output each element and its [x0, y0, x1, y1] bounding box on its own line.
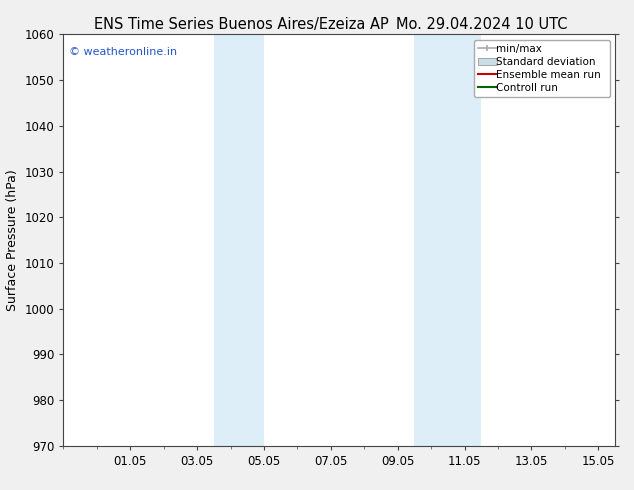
Legend: min/max, Standard deviation, Ensemble mean run, Controll run: min/max, Standard deviation, Ensemble me…	[474, 40, 610, 97]
Bar	[448, 34, 481, 446]
Bar	[415, 34, 448, 446]
Y-axis label: Surface Pressure (hPa): Surface Pressure (hPa)	[6, 169, 19, 311]
Text: ENS Time Series Buenos Aires/Ezeiza AP: ENS Time Series Buenos Aires/Ezeiza AP	[94, 17, 388, 32]
Text: Mo. 29.04.2024 10 UTC: Mo. 29.04.2024 10 UTC	[396, 17, 567, 32]
Bar	[214, 34, 247, 446]
Bar	[247, 34, 264, 446]
Text: © weatheronline.in: © weatheronline.in	[69, 47, 177, 57]
